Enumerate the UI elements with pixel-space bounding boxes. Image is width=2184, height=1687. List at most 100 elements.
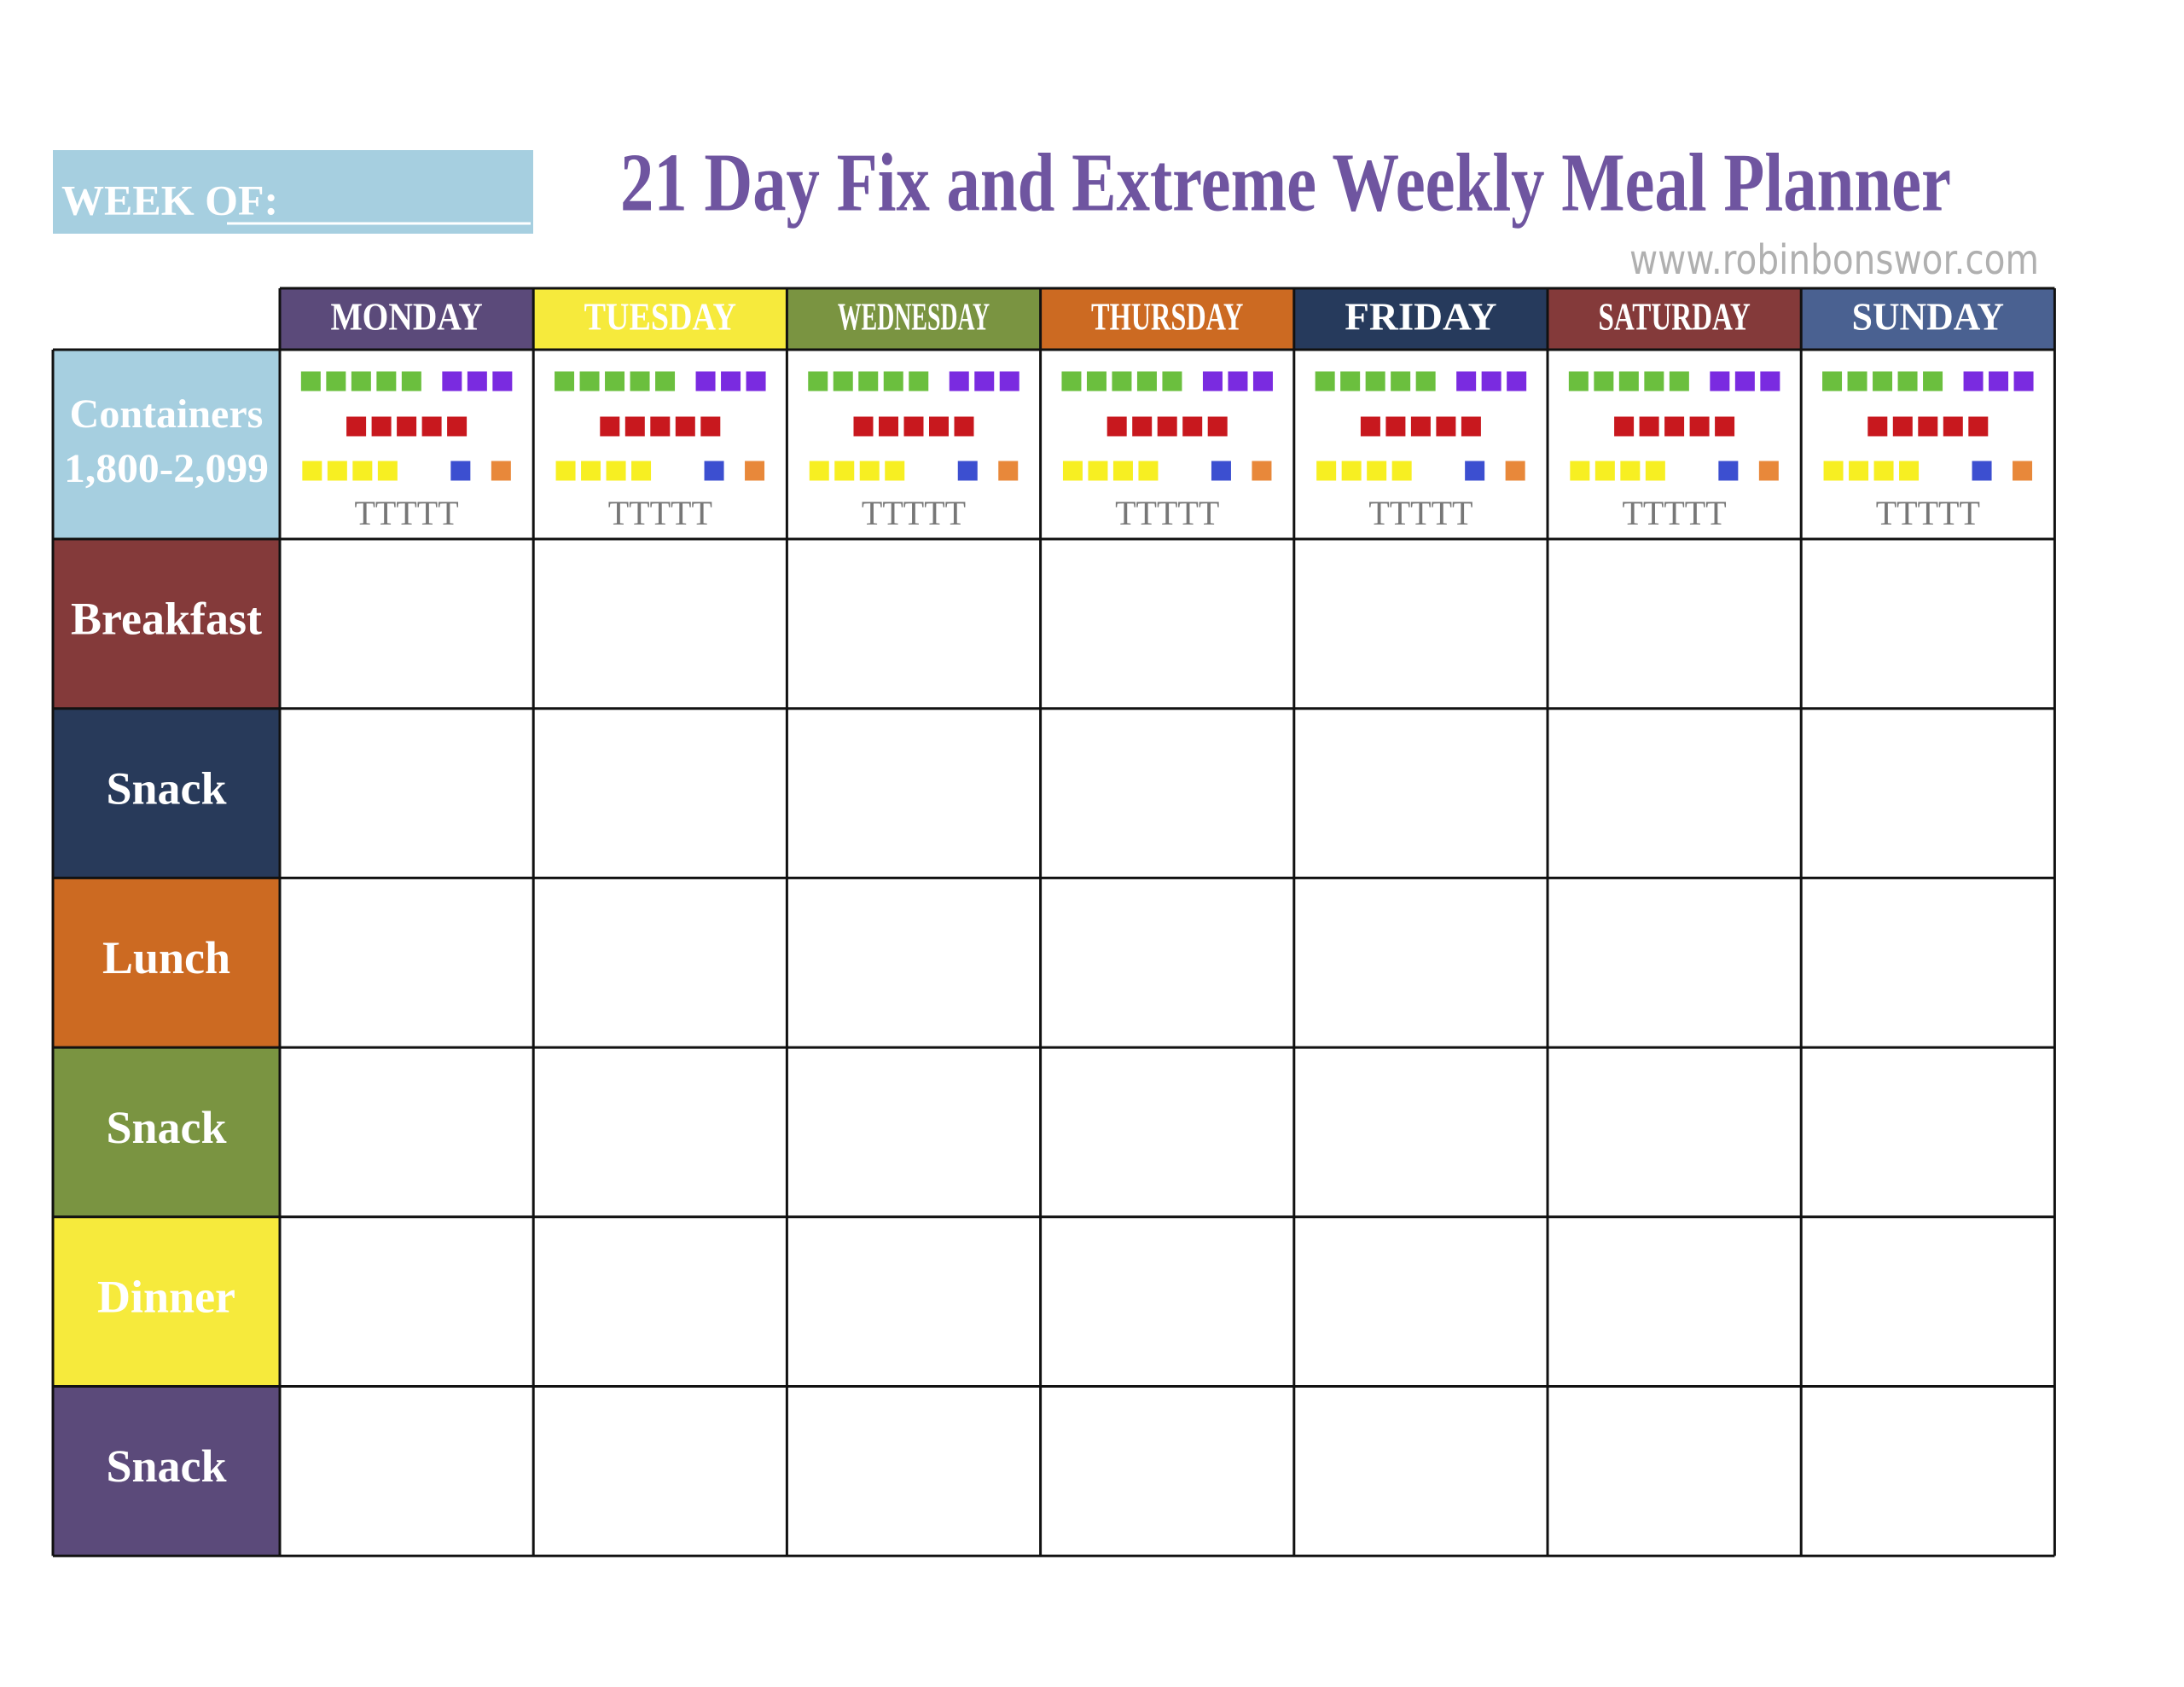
day-header — [533, 288, 787, 350]
teaspoons: TTTTT — [608, 494, 712, 532]
container-square — [351, 371, 371, 391]
container-square — [2013, 461, 2033, 481]
container-square — [1614, 416, 1635, 437]
container-square — [1360, 416, 1380, 437]
container-square — [1989, 371, 2009, 391]
container-square — [704, 461, 724, 481]
teaspoons: TTTTT — [355, 494, 459, 532]
container-square — [326, 371, 346, 391]
container-square — [1410, 416, 1431, 437]
day-label: WEDNESDAY — [838, 295, 990, 339]
container-square — [377, 461, 398, 481]
day-label: THURSDAY — [1091, 295, 1243, 339]
week-of-label: WEEK OF: — [61, 176, 278, 223]
container-square — [1968, 416, 1989, 437]
container-square — [1689, 416, 1710, 437]
container-square — [1897, 371, 1918, 391]
container-square — [346, 416, 367, 437]
container-square — [954, 416, 974, 437]
container-square — [1760, 371, 1780, 391]
container-square — [1918, 416, 1938, 437]
container-square — [1391, 461, 1412, 481]
meal-header — [53, 539, 280, 709]
container-square — [974, 371, 995, 391]
container-square — [1972, 461, 1992, 481]
container-square — [555, 461, 576, 481]
container-square — [1507, 371, 1527, 391]
container-square — [1873, 371, 1893, 391]
container-square — [371, 416, 392, 437]
container-square — [1822, 371, 1843, 391]
container-square — [1138, 461, 1159, 481]
container-square — [442, 371, 462, 391]
title: 21 Day Fix and Extreme Weekly Meal Plann… — [620, 136, 1951, 229]
container-square — [1162, 371, 1182, 391]
container-square — [1367, 461, 1387, 481]
container-square — [1618, 371, 1639, 391]
containers-range: 1,800-2,099 — [64, 446, 269, 491]
container-square — [467, 371, 487, 391]
container-square — [1207, 416, 1228, 437]
container-square — [1341, 461, 1362, 481]
day-label: SATURDAY — [1598, 295, 1750, 339]
container-square — [2013, 371, 2034, 391]
container-square — [1112, 371, 1132, 391]
container-square — [491, 461, 511, 481]
container-square — [1963, 371, 1984, 391]
container-square — [929, 416, 949, 437]
container-square — [1823, 461, 1844, 481]
container-square — [809, 461, 829, 481]
container-square — [879, 416, 898, 437]
week-of-box — [53, 150, 533, 234]
container-square — [834, 461, 855, 481]
container-square — [1228, 371, 1248, 391]
container-square — [1132, 416, 1153, 437]
container-square — [1644, 371, 1664, 391]
day-header — [1548, 288, 1802, 350]
container-square — [1088, 461, 1108, 481]
container-square — [447, 416, 468, 437]
container-square — [1252, 371, 1273, 391]
teaspoons: TTTTT — [1876, 494, 1980, 532]
container-square — [675, 416, 695, 437]
meal-header — [53, 1216, 280, 1387]
container-square — [605, 371, 625, 391]
meal-label: Snack — [106, 762, 226, 814]
container-square — [624, 416, 645, 437]
container-square — [492, 371, 513, 391]
container-square — [581, 461, 601, 481]
day-label: TUESDAY — [584, 295, 736, 339]
website: www.robinbonswor.com — [1629, 236, 2039, 284]
teaspoons: TTTTT — [1623, 494, 1727, 532]
container-square — [700, 416, 721, 437]
container-square — [421, 416, 442, 437]
container-square — [949, 371, 969, 391]
container-square — [1715, 416, 1735, 437]
container-square — [1340, 371, 1361, 391]
container-square — [1758, 461, 1779, 481]
container-square — [650, 416, 671, 437]
day-label: MONDAY — [330, 295, 482, 339]
teaspoons: TTTTT — [862, 494, 966, 532]
container-square — [376, 371, 397, 391]
container-square — [1456, 371, 1477, 391]
container-square — [999, 371, 1019, 391]
day-header — [280, 288, 534, 350]
container-square — [300, 371, 321, 391]
container-square — [858, 371, 879, 391]
teaspoons: TTTTT — [1368, 494, 1472, 532]
container-square — [1465, 461, 1485, 481]
container-square — [859, 461, 880, 481]
container-square — [721, 371, 741, 391]
container-square — [1923, 371, 1943, 391]
container-square — [1669, 371, 1689, 391]
container-square — [1568, 371, 1589, 391]
container-square — [1664, 416, 1685, 437]
container-square — [883, 371, 903, 391]
container-square — [885, 461, 905, 481]
container-square — [352, 461, 373, 481]
meal-label: Snack — [106, 1441, 226, 1492]
day-header — [1293, 288, 1548, 350]
day-label: SUNDAY — [1852, 295, 2004, 339]
